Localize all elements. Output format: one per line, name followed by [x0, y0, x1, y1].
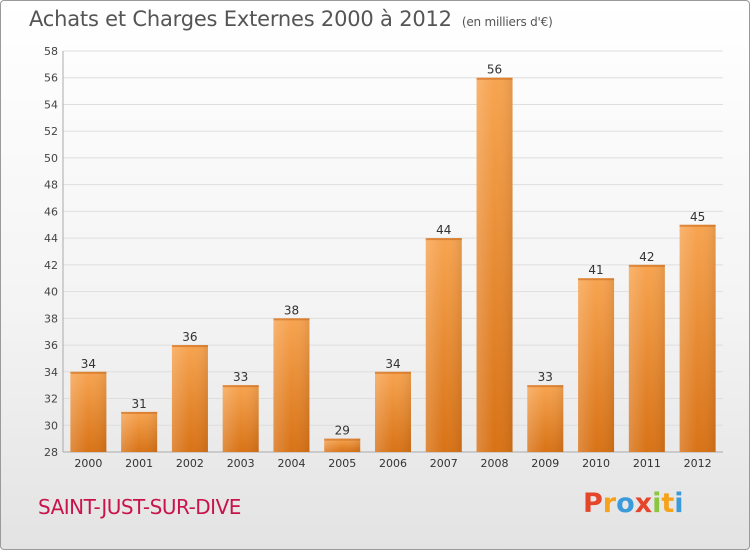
x-tick-label: 2007	[430, 457, 458, 470]
logo-letter: r	[602, 488, 617, 519]
bar-top-edge	[273, 318, 310, 321]
logo-letter: P	[583, 488, 603, 519]
proxiti-logo: Proxiti	[583, 488, 684, 519]
bar-top-edge	[527, 385, 564, 388]
bar-top-edge	[476, 77, 513, 80]
bar-top-edge	[425, 238, 462, 241]
bar-top-edge	[679, 224, 716, 227]
bar-shade	[222, 385, 259, 452]
logo-letter: x	[634, 488, 653, 519]
bar-top-edge	[222, 385, 259, 388]
logo-letter: t	[661, 488, 675, 519]
data-label: 31	[132, 397, 147, 411]
x-tick-label: 2003	[227, 457, 255, 470]
data-label: 29	[335, 424, 350, 438]
x-tick-label: 2009	[531, 457, 559, 470]
data-label: 33	[233, 370, 248, 384]
y-tick-label: 52	[44, 125, 58, 138]
y-tick-label: 34	[44, 366, 58, 379]
y-tick-label: 54	[44, 98, 58, 111]
bar-top-edge	[324, 438, 361, 441]
bar-shade	[273, 318, 310, 452]
bar-top-edge	[578, 278, 615, 281]
data-label: 34	[385, 357, 400, 371]
x-tick-label: 2002	[176, 457, 204, 470]
bar-layer	[70, 77, 716, 452]
data-label: 36	[182, 330, 197, 344]
x-tick-label: 2006	[379, 457, 407, 470]
bar-shade	[375, 371, 411, 452]
bar-top-edge	[121, 411, 158, 414]
logo-letter: i	[652, 488, 662, 519]
x-tick-label: 2010	[582, 457, 610, 470]
bar-shade	[476, 77, 513, 452]
logo-letter: o	[616, 488, 635, 519]
y-tick-label: 46	[44, 205, 58, 218]
data-label: 41	[588, 263, 603, 277]
x-tick-label: 2004	[277, 457, 305, 470]
axis-layer: 28 30 32 34 36 38 40 42 44 46 48 50 52 54 56 58	[44, 45, 723, 459]
bar-shade	[121, 411, 158, 452]
x-tick-label: 2001	[125, 457, 153, 470]
data-label: 45	[690, 210, 705, 224]
y-tick-label: 28	[44, 446, 58, 459]
x-tick-label: 2005	[328, 457, 356, 470]
y-tick-label: 42	[44, 259, 58, 272]
y-tick-label: 48	[44, 179, 58, 192]
y-tick-label: 38	[44, 312, 58, 325]
x-tick-label: 2011	[633, 457, 661, 470]
bar-top-edge	[171, 345, 208, 348]
chart-title-text: Achats et Charges Externes 2000 à 2012	[29, 7, 452, 31]
bar-shade	[70, 371, 107, 452]
y-tick-label: 56	[44, 72, 58, 85]
chart-title: Achats et Charges Externes 2000 à 2012 (e…	[29, 7, 553, 31]
x-tick-label: 2000	[74, 457, 102, 470]
bar-shade	[578, 278, 615, 452]
y-tick-label: 32	[44, 393, 58, 406]
bar-shade	[527, 385, 564, 452]
label-layer: 34 2000 31 2001 36 2002 33 2003 38 2004 29 2005 34 20…	[74, 63, 711, 470]
bar-shade	[425, 238, 462, 452]
y-tick-label: 36	[44, 339, 58, 352]
bar-shade	[171, 345, 208, 452]
data-label: 38	[284, 303, 299, 317]
bar-top-edge	[375, 371, 411, 374]
data-label: 33	[538, 370, 553, 384]
bar-shade	[324, 438, 361, 452]
bar-shade	[628, 264, 665, 452]
data-label: 44	[436, 223, 451, 237]
y-tick-label: 40	[44, 286, 58, 299]
data-label: 42	[639, 250, 654, 264]
bar-top-edge	[628, 264, 665, 267]
y-tick-label: 44	[44, 232, 58, 245]
y-tick-label: 30	[44, 419, 58, 432]
logo-letter: i	[674, 488, 684, 519]
data-label: 56	[487, 63, 502, 77]
x-tick-label: 2008	[481, 457, 509, 470]
chart-subtitle: (en milliers d'€)	[461, 15, 553, 29]
bar-shade	[679, 224, 716, 452]
data-label: 34	[81, 357, 96, 371]
y-tick-label: 58	[44, 45, 58, 58]
commune-name: SAINT-JUST-SUR-DIVE	[38, 495, 241, 519]
bar-top-edge	[70, 371, 107, 374]
x-tick-label: 2012	[684, 457, 712, 470]
y-tick-label: 50	[44, 152, 58, 165]
